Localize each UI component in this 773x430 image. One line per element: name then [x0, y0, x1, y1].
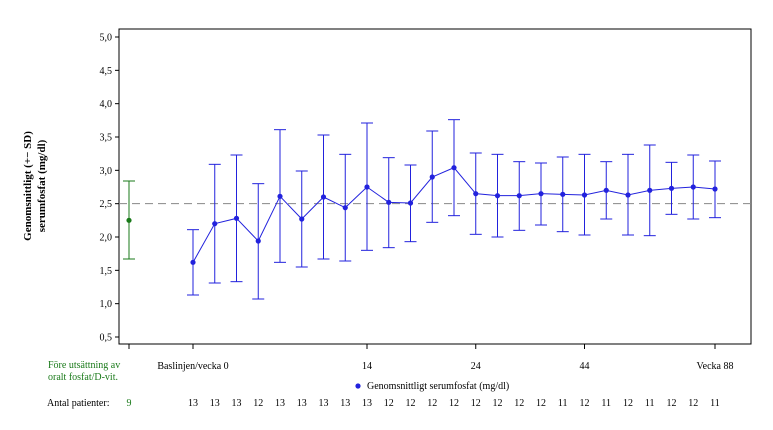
y-tick-label: 3,5	[100, 133, 113, 144]
y-axis-label-line-1: Genomsnittligt (+− SD)	[22, 131, 34, 241]
x-tick-label: 24	[471, 361, 481, 372]
patients-count: 12	[580, 398, 590, 409]
pre-treatment-marker	[126, 217, 132, 223]
y-tick-label: 0,5	[100, 333, 113, 344]
plot-frame	[118, 28, 752, 345]
y-axis-label: Genomsnittligt (+− SD) serumfosfat (mg/d…	[22, 131, 48, 241]
y-tick-label: 1,5	[100, 266, 113, 277]
legend-marker	[355, 383, 361, 389]
patients-count: 12	[688, 398, 698, 409]
patients-count: 13	[232, 398, 242, 409]
x-tick-label: 14	[362, 361, 372, 372]
patients-count: 12	[493, 398, 503, 409]
patients-count: 12	[514, 398, 524, 409]
data-point	[277, 193, 283, 199]
patients-count: 13	[340, 398, 350, 409]
x-tick-label: Vecka 88	[697, 361, 734, 372]
pre-treatment-label-line-1: Före utsättning av	[48, 360, 120, 371]
x-axis: Baslinjen/vecka 0 14 24 44 Vecka 88	[128, 344, 734, 372]
x-tick-label: Baslinjen/vecka 0	[157, 361, 228, 372]
patients-count: 11	[710, 398, 720, 409]
patients-count: 12	[384, 398, 394, 409]
patients-count-pre: 9	[127, 398, 132, 409]
data-point	[212, 221, 218, 227]
patients-count: 12	[623, 398, 633, 409]
patients-count: 12	[253, 398, 263, 409]
y-axis: 0,5 1,0 1,5 2,0 2,5 3,0 3,5 4,0 4,5 5,0	[100, 33, 119, 344]
legend: Genomsnittligt serumfosfat (mg/dl)	[355, 381, 509, 392]
y-tick-label: 2,0	[100, 233, 113, 244]
y-tick-label: 3,0	[100, 166, 113, 177]
patients-row: Antal patienter: 9 13 13 13 12 13 13 13 13 13 12 12…	[47, 398, 720, 409]
pre-treatment-label: Före utsättning av oralt fosfat/D-vit.	[48, 360, 120, 383]
pre-treatment-label-line-2: oralt fosfat/D-vit.	[48, 372, 118, 383]
patients-count: 13	[188, 398, 198, 409]
data-point	[603, 187, 609, 193]
data-point	[494, 193, 501, 199]
patients-count: 12	[427, 398, 437, 409]
data-point	[516, 193, 522, 199]
patients-count: 13	[275, 398, 285, 409]
patients-count: 13	[319, 398, 329, 409]
x-tick-label: 44	[580, 361, 590, 372]
patients-count: 12	[449, 398, 459, 409]
patients-count: 11	[558, 398, 568, 409]
y-tick-label: 2,5	[100, 199, 113, 210]
data-point	[320, 194, 327, 200]
data-point	[233, 215, 240, 221]
data-point	[299, 216, 305, 222]
data-point	[647, 187, 653, 193]
patients-count: 12	[667, 398, 677, 409]
patients-row-label: Antal patienter:	[47, 398, 109, 409]
data-point	[386, 199, 392, 205]
y-tick-label: 4,5	[100, 66, 113, 77]
data-point	[668, 185, 675, 191]
data-point	[581, 192, 588, 198]
patients-count: 11	[645, 398, 655, 409]
data-point	[342, 205, 348, 211]
pre-treatment-point	[123, 180, 135, 260]
patients-count: 11	[601, 398, 611, 409]
patients-count: 12	[406, 398, 416, 409]
data-point	[451, 165, 457, 171]
data-point	[712, 186, 718, 192]
data-point	[690, 184, 696, 190]
patients-count: 12	[536, 398, 546, 409]
data-point	[255, 238, 261, 244]
patients-count: 13	[362, 398, 372, 409]
y-tick-label: 1,0	[100, 299, 113, 310]
data-point	[560, 191, 566, 197]
data-point	[190, 259, 196, 265]
data-point	[625, 192, 631, 198]
legend-label: Genomsnittligt serumfosfat (mg/dl)	[367, 381, 509, 392]
y-tick-label: 4,0	[100, 99, 113, 110]
y-tick-label: 5,0	[100, 33, 113, 44]
series-mean-serum-phosphate	[187, 119, 721, 300]
data-point	[429, 174, 435, 180]
patients-count: 13	[210, 398, 220, 409]
data-point	[538, 191, 544, 197]
data-point	[473, 191, 479, 197]
y-axis-label-line-2: serumfosfat (mg/dl)	[36, 139, 48, 232]
patients-count: 12	[471, 398, 481, 409]
patients-count: 13	[297, 398, 307, 409]
data-point	[364, 184, 370, 190]
data-point	[407, 200, 414, 206]
